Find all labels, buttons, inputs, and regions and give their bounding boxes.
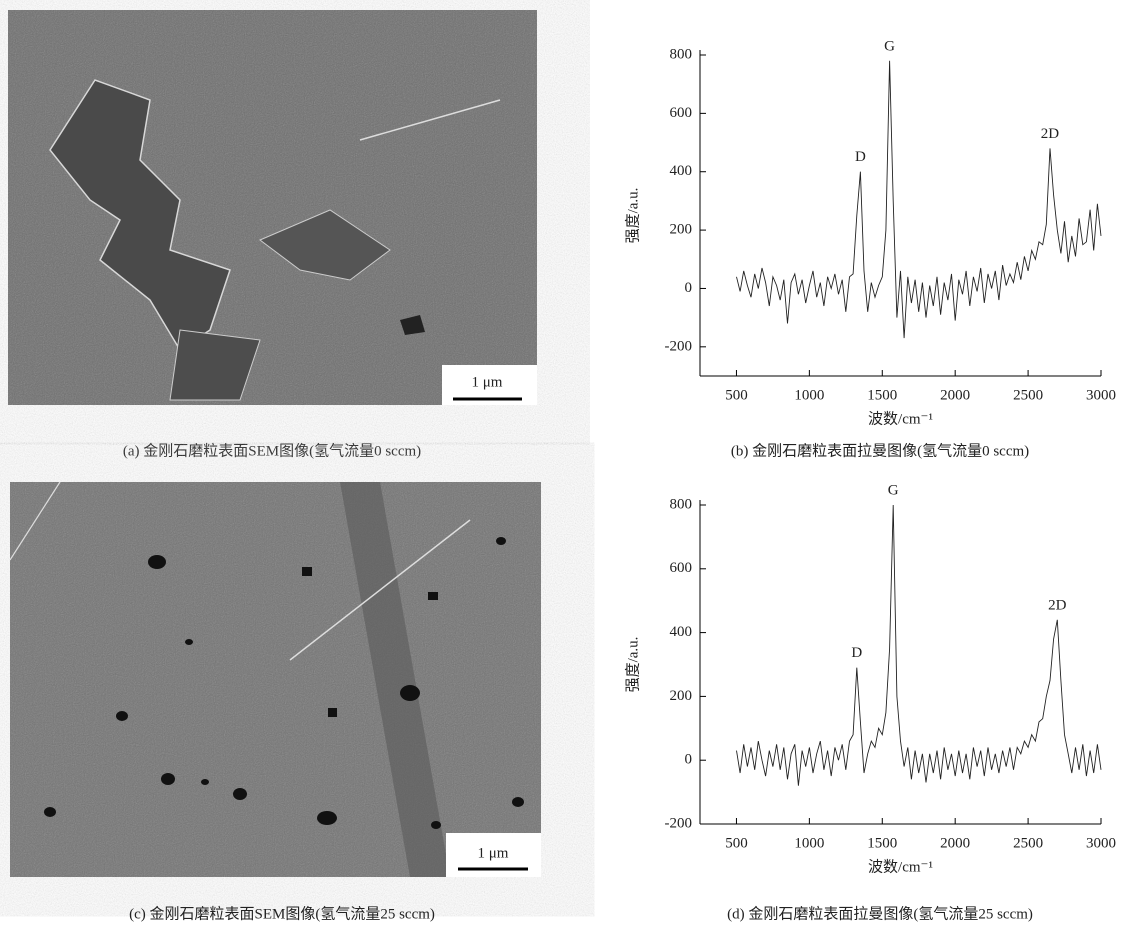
- y-tick-label: 800: [670, 46, 693, 62]
- x-tick-label: 1500: [867, 387, 897, 403]
- y-axis-label: 强度/a.u.: [624, 188, 641, 244]
- x-axis-label: 波数/cm⁻¹: [868, 410, 933, 427]
- y-tick-label: -200: [665, 338, 693, 354]
- peak-label: G: [884, 38, 895, 54]
- spectrum-line: [736, 60, 1102, 339]
- y-tick-label: 0: [685, 752, 693, 768]
- y-axis-label: 强度/a.u.: [624, 637, 641, 693]
- y-tick-label: 200: [670, 688, 693, 704]
- y-tick-label: 800: [670, 496, 693, 512]
- caption: (b) 金刚石磨粒表面拉曼图像(氢气流量0 sccm): [731, 442, 1029, 459]
- y-tick-label: -200: [665, 815, 693, 831]
- scale-bar-label: 1 μm: [478, 845, 509, 861]
- y-tick-label: 400: [670, 624, 693, 640]
- caption: (d) 金刚石磨粒表面拉曼图像(氢气流量25 sccm): [727, 905, 1033, 922]
- x-tick-label: 2500: [1013, 835, 1043, 851]
- x-tick-label: 2000: [940, 387, 970, 403]
- y-tick-label: 400: [670, 163, 693, 179]
- peak-label: 2D: [1048, 597, 1067, 613]
- x-tick-label: 2500: [1013, 387, 1043, 403]
- y-tick-label: 200: [670, 222, 693, 238]
- peak-label: D: [855, 149, 866, 165]
- spectrum-line: [736, 504, 1102, 786]
- peak-label: 2D: [1041, 126, 1060, 142]
- x-tick-label: 3000: [1086, 835, 1116, 851]
- scale-bar-label: 1 μm: [472, 374, 503, 390]
- x-axis-label: 波数/cm⁻¹: [868, 858, 933, 875]
- x-tick-label: 3000: [1086, 387, 1116, 403]
- y-tick-label: 0: [685, 280, 693, 296]
- sem-image-a: 1 μm: [8, 10, 537, 405]
- x-tick-label: 1500: [867, 835, 897, 851]
- x-tick-label: 500: [725, 387, 748, 403]
- y-tick-label: 600: [670, 105, 693, 121]
- y-tick-label: 600: [670, 560, 693, 576]
- peak-label: G: [888, 482, 899, 498]
- x-tick-label: 500: [725, 835, 748, 851]
- x-tick-label: 2000: [940, 835, 970, 851]
- caption: (c) 金刚石磨粒表面SEM图像(氢气流量25 sccm): [129, 905, 435, 922]
- caption: (a) 金刚石磨粒表面SEM图像(氢气流量0 sccm): [123, 442, 421, 459]
- x-tick-label: 1000: [794, 387, 824, 403]
- sem-image-c: 1 μm: [9, 481, 541, 877]
- x-tick-label: 1000: [794, 835, 824, 851]
- peak-label: D: [851, 645, 862, 661]
